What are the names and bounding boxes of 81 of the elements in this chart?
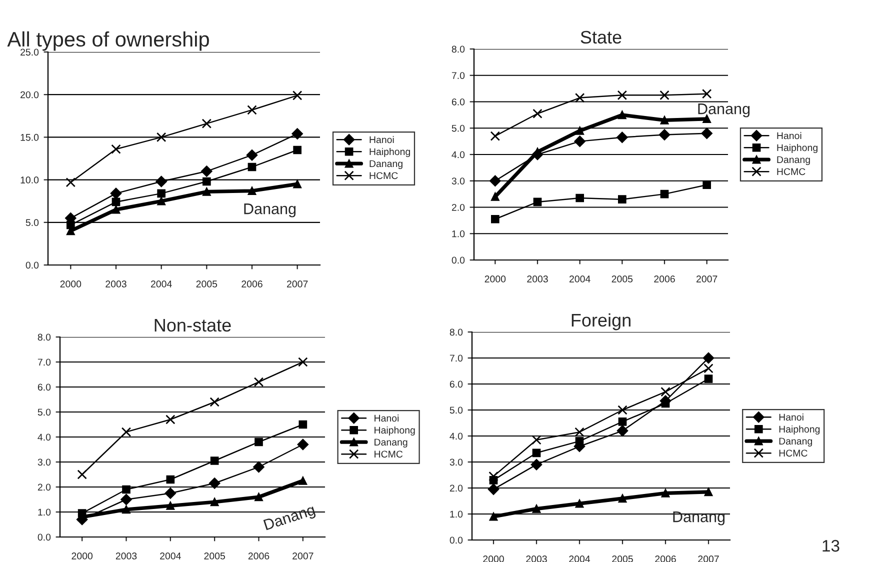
annotation: Danang [673, 512, 725, 526]
y-tick-label: 8.0 [38, 334, 51, 341]
x-tick-label: 2006 [242, 280, 262, 288]
annotation: Danang [263, 504, 316, 534]
legend-label: Haiphong [370, 148, 410, 158]
y-tick-label: 1.0 [452, 230, 465, 238]
y-tick-label: 20.0 [20, 91, 39, 98]
y-tick-label: 8.0 [452, 46, 465, 53]
y-tick-label: 5.0 [26, 219, 39, 226]
y-tick-label: 0.0 [450, 536, 463, 544]
y-tick-label: 7.0 [450, 354, 463, 362]
y-tick-label: 25.0 [20, 48, 39, 56]
legend-label: Hanoi [374, 414, 399, 422]
y-tick-label: 2.0 [450, 484, 463, 492]
x-tick-label: 2000 [483, 556, 504, 562]
y-tick-label: 15.0 [20, 134, 39, 141]
legend-label: Haiphong [374, 426, 415, 436]
x-tick-label: 2007 [698, 556, 719, 562]
y-tick-label: 5.0 [38, 408, 51, 416]
legend-label: HCMC [777, 168, 806, 176]
y-tick-label: 6.0 [452, 98, 465, 106]
y-tick-label: 1.0 [38, 508, 51, 516]
y-tick-label: 7.0 [38, 358, 51, 366]
y-tick-label: 7.0 [452, 72, 465, 79]
y-tick-label: 4.0 [452, 151, 465, 158]
y-tick-label: 0.0 [26, 262, 39, 269]
x-tick-label: 2005 [612, 276, 633, 282]
x-tick-label: 2004 [570, 276, 590, 282]
y-tick-label: 4.0 [38, 434, 51, 441]
x-tick-label: 2003 [526, 556, 547, 562]
legend-label: Haiphong [779, 425, 820, 435]
x-tick-label: 2006 [655, 556, 676, 562]
x-tick-label: 2004 [160, 552, 181, 560]
x-tick-label: 2003 [527, 276, 548, 282]
x-tick-label: 2000 [484, 276, 506, 282]
legend-label: HCMC [779, 450, 808, 457]
y-tick-label: 10.0 [20, 176, 39, 184]
y-tick-label: 0.0 [38, 534, 51, 541]
x-tick-label: 2000 [72, 552, 93, 560]
legend-label: Danang [370, 160, 402, 170]
legend-label: Hanoi [777, 132, 802, 140]
chart-title: Foreign [572, 313, 630, 330]
y-tick-label: 6.0 [38, 384, 51, 391]
y-tick-label: 4.0 [450, 432, 463, 440]
legend-label: Haiphong [777, 144, 818, 154]
x-tick-label: 2007 [292, 552, 314, 560]
chart-title: State [580, 30, 622, 44]
x-tick-label: 2005 [204, 552, 225, 560]
x-tick-label: 2006 [654, 276, 675, 282]
legend-label: Hanoi [779, 414, 804, 421]
text: 13 [822, 540, 840, 552]
chart-title: Non-state [154, 319, 231, 332]
y-tick-label: 2.0 [38, 484, 51, 491]
x-tick-label: 2006 [248, 552, 270, 560]
x-tick-label: 2003 [116, 552, 137, 560]
annotation: Danang [698, 104, 750, 118]
x-tick-label: 2004 [151, 280, 172, 288]
legend-label: Danang [374, 438, 408, 448]
x-tick-label: 2003 [106, 280, 126, 288]
y-tick-label: 0.0 [452, 256, 465, 264]
y-tick-label: 5.0 [450, 406, 463, 414]
x-tick-label: 2005 [612, 556, 633, 562]
legend-label: Danang [779, 438, 812, 447]
y-tick-label: 3.0 [38, 458, 51, 466]
legend-label: HCMC [374, 450, 403, 458]
y-tick-label: 3.0 [452, 178, 465, 184]
y-tick-label: 1.0 [450, 510, 463, 518]
x-tick-label: 2005 [196, 280, 218, 288]
y-tick-label: 3.0 [450, 458, 463, 466]
legend-label: HCMC [370, 172, 398, 180]
y-tick-label: 2.0 [452, 204, 465, 211]
legend-label: Danang [777, 156, 810, 166]
annotation: Danang [244, 204, 296, 218]
x-tick-label: 2007 [696, 276, 718, 282]
y-tick-label: 5.0 [452, 124, 465, 132]
legend-label: Hanoi [370, 136, 394, 144]
y-tick-label: 6.0 [450, 380, 463, 388]
x-tick-label: 2004 [569, 556, 590, 562]
x-tick-label: 2007 [287, 280, 308, 288]
x-tick-label: 2000 [60, 280, 82, 288]
y-tick-label: 8.0 [450, 328, 463, 336]
